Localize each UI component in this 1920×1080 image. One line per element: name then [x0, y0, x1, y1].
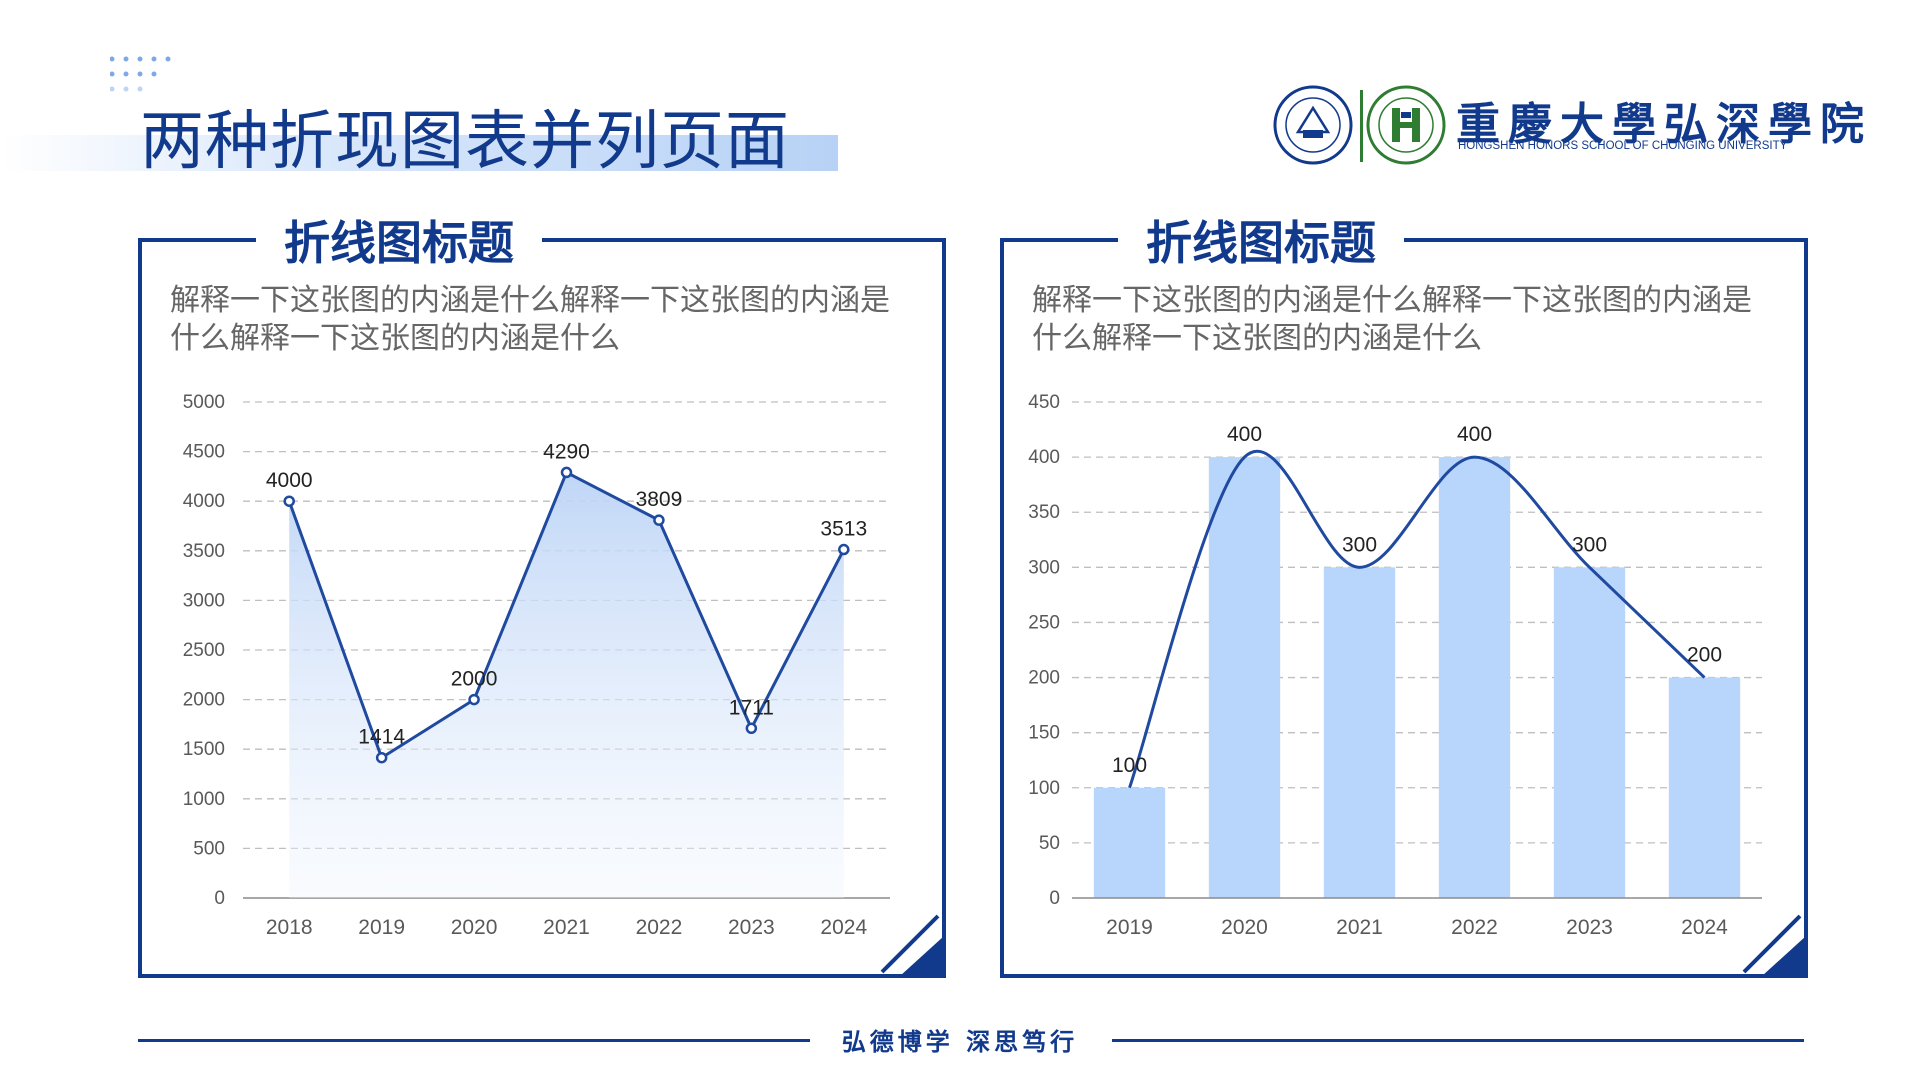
university-name-cn: 重慶大學弘深學院: [1456, 99, 1872, 150]
x-tick-label: 2021: [1336, 916, 1383, 939]
y-tick-label: 250: [1028, 612, 1060, 633]
x-tick-label: 2020: [1221, 916, 1268, 939]
x-tick-label: 2023: [728, 916, 775, 939]
y-tick-label: 400: [1028, 447, 1060, 468]
chart-panel-right: 折线图标题 解释一下这张图的内涵是什么解释一下这张图的内涵是什么解释一下这张图的…: [1000, 210, 1808, 978]
data-point: [653, 514, 665, 526]
y-tick-label: 3000: [183, 590, 225, 611]
bar: [1553, 567, 1626, 898]
data-label: 400: [1227, 423, 1262, 446]
x-tick-label: 2023: [1566, 916, 1613, 939]
data-label: 300: [1342, 533, 1377, 556]
data-point: [560, 466, 573, 479]
x-tick-label: 2018: [266, 916, 313, 939]
bar: [1093, 787, 1166, 898]
y-tick-label: 450: [1028, 392, 1060, 413]
hongshen-emblem-icon: [1366, 85, 1446, 165]
data-label: 100: [1112, 754, 1147, 777]
y-tick-label: 350: [1028, 502, 1060, 523]
y-tick-label: 1500: [183, 739, 225, 760]
x-tick-label: 2019: [358, 916, 405, 939]
y-tick-label: 50: [1039, 833, 1060, 854]
data-label: 1711: [729, 696, 774, 719]
data-point: [838, 543, 850, 556]
cqu-emblem-icon: [1273, 85, 1353, 165]
chart-panel-left: 折线图标题 解释一下这张图的内涵是什么解释一下这张图的内涵是什么解释一下这张图的…: [138, 210, 946, 978]
y-tick-label: 150: [1028, 723, 1060, 744]
bar: [1438, 457, 1511, 898]
y-tick-label: 4000: [183, 491, 225, 512]
data-label: 4290: [543, 440, 590, 463]
data-label: 300: [1572, 533, 1607, 556]
data-point: [375, 751, 388, 764]
panel-description: 解释一下这张图的内涵是什么解释一下这张图的内涵是什么解释一下这张图的内涵是什么: [1032, 283, 1752, 356]
data-label: 400: [1457, 423, 1492, 446]
series-area: [289, 472, 844, 898]
data-label: 4000: [266, 469, 313, 492]
panel-frame: [138, 238, 946, 978]
x-tick-label: 2019: [1106, 916, 1153, 939]
data-label: 1414: [358, 726, 405, 749]
y-tick-label: 1000: [183, 789, 225, 810]
data-label: 3513: [820, 518, 867, 541]
y-tick-label: 2000: [183, 690, 225, 711]
page-title: 两种折现图表并列页面: [140, 105, 790, 179]
data-point: [745, 722, 758, 735]
x-tick-label: 2022: [1451, 916, 1498, 939]
y-tick-label: 4500: [183, 442, 225, 463]
data-point: [468, 693, 480, 706]
panel-description: 解释一下这张图的内涵是什么解释一下这张图的内涵是什么解释一下这张图的内涵是什么: [170, 283, 890, 356]
decorative-dots: [110, 56, 171, 92]
x-tick-label: 2024: [1681, 916, 1728, 939]
data-label: 2000: [451, 668, 498, 691]
y-tick-label: 2500: [183, 640, 225, 661]
y-tick-label: 500: [193, 838, 225, 859]
y-tick-label: 300: [1028, 557, 1060, 578]
bar-line-chart: 0 50 100 150 200 250 300 350 400 450 2019 2020 2021 2…: [1028, 392, 1762, 939]
university-name-en: HONGSHEN HONORS SCHOOL OF CHONGING UNIVE…: [1458, 140, 1788, 152]
series-line: [1128, 449, 1706, 789]
panel-title: 折线图标题: [1118, 210, 1404, 276]
y-tick-label: 5000: [183, 392, 225, 413]
bar: [1323, 567, 1396, 898]
title-highlight-band: [0, 135, 838, 171]
panel-frame: [1000, 238, 1808, 978]
bar: [1208, 457, 1281, 898]
y-tick-label: 100: [1028, 778, 1060, 799]
data-point: [283, 495, 295, 507]
data-label: 3809: [636, 488, 683, 511]
x-tick-label: 2020: [451, 916, 498, 939]
y-tick-label: 0: [214, 888, 225, 909]
y-tick-label: 3500: [183, 541, 225, 562]
bar: [1668, 677, 1741, 898]
x-tick-label: 2022: [636, 916, 683, 939]
footer-motto: 弘德博学 深思笃行: [841, 1028, 1079, 1056]
footer-line-left: [138, 1039, 810, 1042]
x-tick-label: 2024: [820, 916, 867, 939]
line-chart: 0 500 1000 1500 2000 2500 3000 3500 4000 4500 5000…: [183, 392, 890, 939]
footer-line-right: [1112, 1039, 1804, 1042]
panel-title: 折线图标题: [256, 210, 542, 276]
x-tick-label: 2021: [543, 916, 590, 939]
y-tick-label: 200: [1028, 668, 1060, 689]
y-tick-label: 0: [1049, 888, 1060, 909]
data-label: 200: [1687, 644, 1722, 667]
university-logo: [1273, 85, 1446, 165]
